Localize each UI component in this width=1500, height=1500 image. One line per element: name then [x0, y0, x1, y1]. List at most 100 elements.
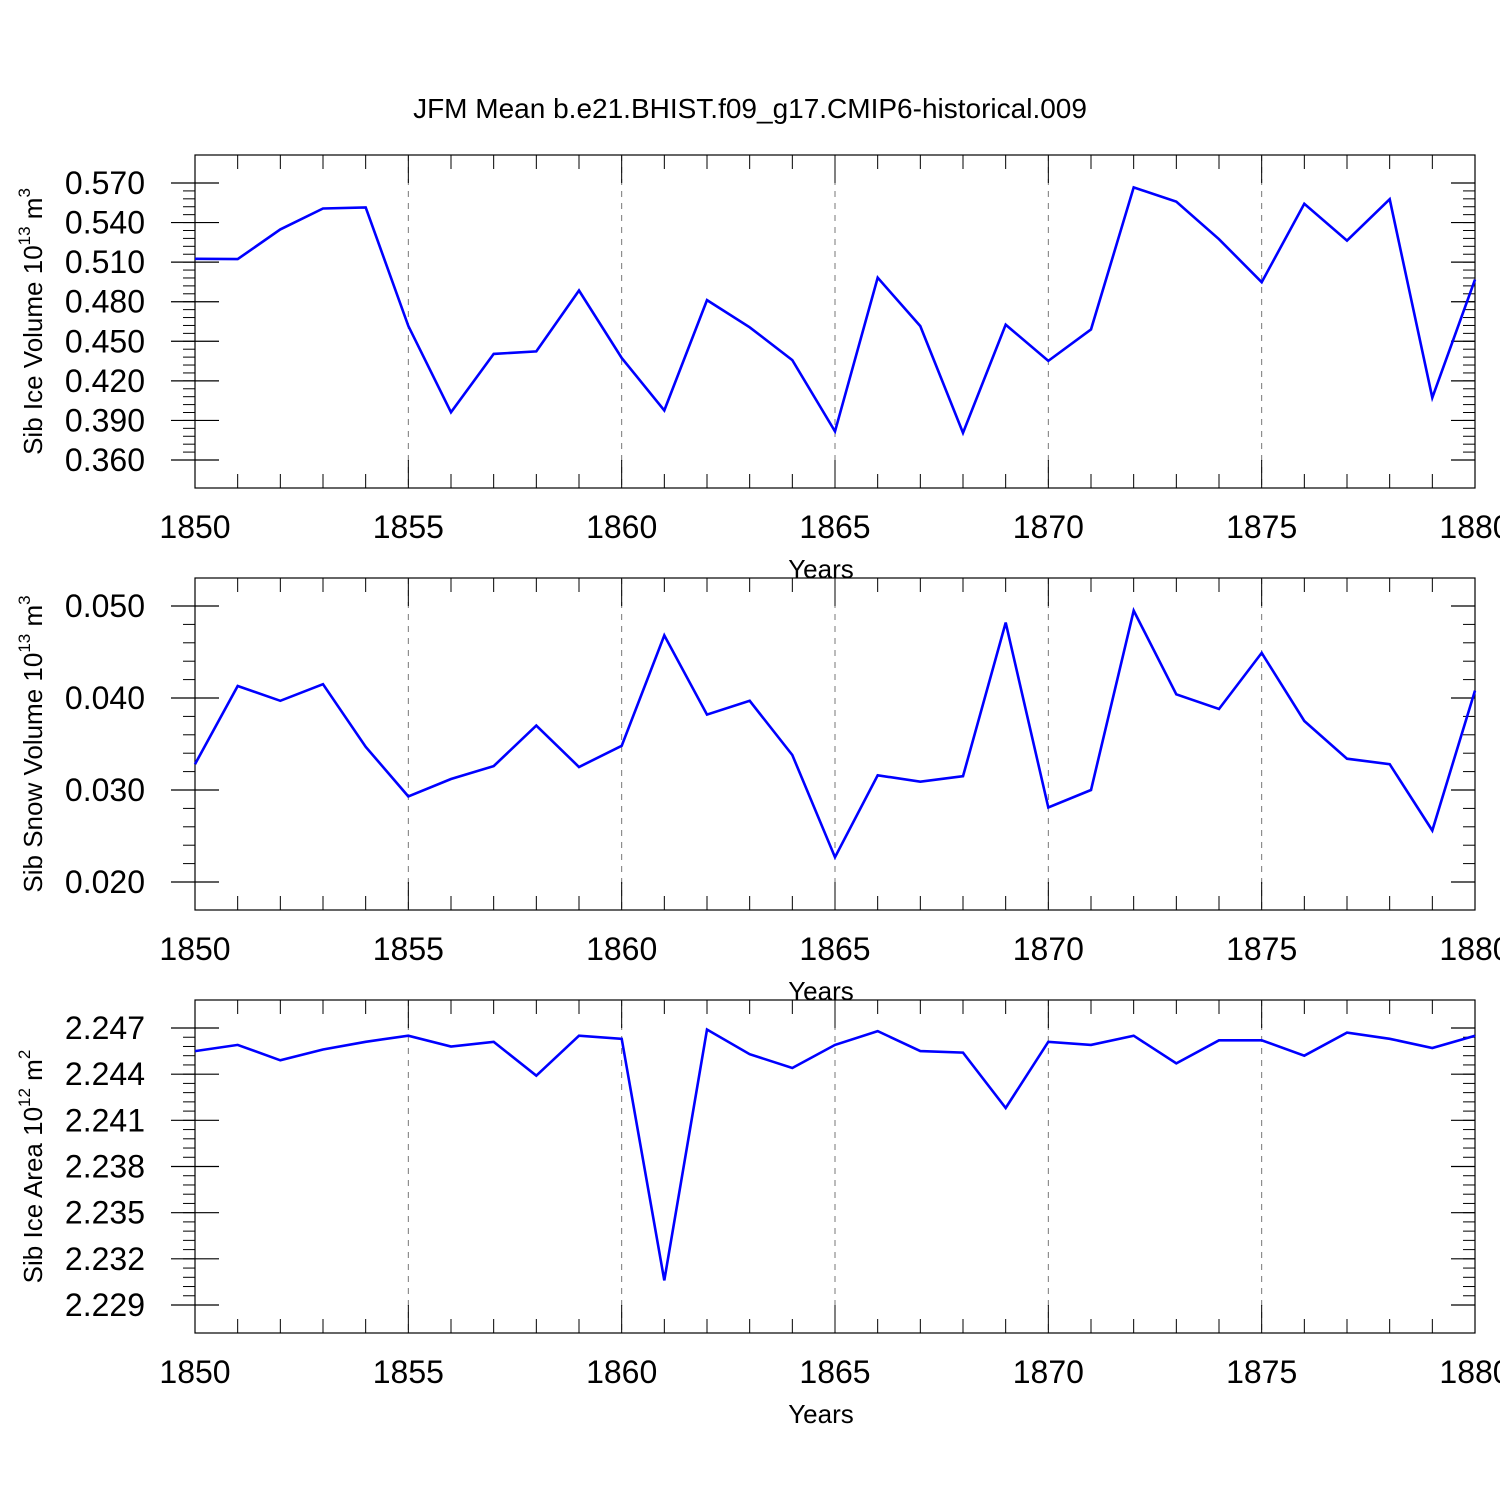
- data-point: [705, 713, 709, 717]
- data-point: [1388, 197, 1392, 201]
- data-point: [278, 227, 282, 231]
- data-point: [876, 773, 880, 777]
- data-point: [1089, 788, 1093, 792]
- data-point: [1430, 1046, 1434, 1050]
- y-tick-label: 0.480: [65, 284, 145, 320]
- panel-ice-area: 2.229 2.232 2.235 2.238 2.241 2.244 2.247 1850 1…: [15, 999, 1500, 1429]
- data-point: [620, 1037, 624, 1041]
- data-point: [1260, 280, 1264, 284]
- x-tick-label: 1865: [799, 931, 870, 967]
- x-tick-label: 1855: [373, 509, 444, 545]
- data-point: [1430, 396, 1434, 400]
- data-point: [1473, 278, 1477, 282]
- data-point: [833, 429, 837, 433]
- x-tick-label: 1870: [1013, 1354, 1084, 1390]
- data-point: [1217, 707, 1221, 711]
- y-axis-label: Sib Snow Volume 1013 m3: [15, 595, 48, 892]
- data-point: [364, 1040, 368, 1044]
- data-point: [236, 684, 240, 688]
- x-tick-label: 1850: [159, 1354, 230, 1390]
- data-point: [534, 349, 538, 353]
- x-tick-label: 1875: [1226, 1354, 1297, 1390]
- data-point: [961, 431, 965, 435]
- data-point: [449, 410, 453, 414]
- data-point: [1388, 1037, 1392, 1041]
- data-point: [1302, 202, 1306, 206]
- data-point: [1004, 1106, 1008, 1110]
- y-tick-label: 2.241: [65, 1102, 145, 1138]
- data-point: [748, 699, 752, 703]
- data-point: [790, 358, 794, 362]
- data-point: [790, 1066, 794, 1070]
- x-tick-label: 1880: [1439, 509, 1500, 545]
- data-point: [1302, 719, 1306, 723]
- data-point: [1004, 323, 1008, 327]
- y-tick-label: 0.510: [65, 244, 145, 280]
- x-tick-label: 1870: [1013, 931, 1084, 967]
- data-point: [492, 352, 496, 356]
- data-point: [705, 298, 709, 302]
- data-point: [1174, 1061, 1178, 1065]
- y-tick-label: 0.020: [65, 864, 145, 900]
- y-tick-label: 2.247: [65, 1010, 145, 1046]
- data-point: [1473, 689, 1477, 693]
- y-tick-label: 2.244: [65, 1056, 145, 1092]
- panel-snow-volume: 0.020 0.030 0.040 0.050 1850 1855 1860 1865 1870…: [15, 577, 1500, 1006]
- data-point: [406, 324, 410, 328]
- series-line-ice-volume: [194, 185, 1477, 437]
- data-point: [492, 1040, 496, 1044]
- data-point: [1430, 828, 1434, 832]
- data-point: [577, 1034, 581, 1038]
- data-point: [1132, 185, 1136, 189]
- data-point: [193, 257, 197, 261]
- x-tick-label: 1850: [159, 509, 230, 545]
- y-axis-label: Sib Ice Volume 1013 m3: [15, 188, 48, 455]
- data-point: [961, 774, 965, 778]
- x-tick-label: 1865: [799, 509, 870, 545]
- data-point: [790, 753, 794, 757]
- chart-title: JFM Mean b.e21.BHIST.f09_g17.CMIP6-histo…: [413, 93, 1087, 124]
- y-tick-label: 0.570: [65, 165, 145, 201]
- data-point: [1388, 762, 1392, 766]
- data-point: [1132, 1034, 1136, 1038]
- data-point: [193, 1049, 197, 1053]
- y-tick-label: 0.040: [65, 680, 145, 716]
- data-point: [748, 325, 752, 329]
- data-point: [705, 1028, 709, 1032]
- y-tick-label: 0.390: [65, 402, 145, 438]
- y-tick-label: 0.540: [65, 205, 145, 241]
- x-axis-label: Years: [788, 1399, 854, 1429]
- data-point: [1174, 200, 1178, 204]
- y-tick-label: 2.229: [65, 1287, 145, 1323]
- y-tick-label: 2.232: [65, 1241, 145, 1277]
- data-point: [876, 276, 880, 280]
- x-tick-label: 1860: [586, 931, 657, 967]
- data-point: [1345, 757, 1349, 761]
- x-tick-label: 1870: [1013, 509, 1084, 545]
- data-point: [1217, 237, 1221, 241]
- data-point: [406, 794, 410, 798]
- data-point: [1089, 1043, 1093, 1047]
- data-point: [662, 1278, 666, 1282]
- data-point: [1217, 1038, 1221, 1042]
- data-point: [364, 745, 368, 749]
- data-point: [833, 1043, 837, 1047]
- y-tick-label: 0.030: [65, 772, 145, 808]
- data-point: [364, 205, 368, 209]
- data-point: [321, 206, 325, 210]
- data-point: [876, 1029, 880, 1033]
- data-point: [406, 1034, 410, 1038]
- x-tick-label: 1850: [159, 931, 230, 967]
- x-tick-label: 1855: [373, 1354, 444, 1390]
- x-tick-label: 1880: [1439, 931, 1500, 967]
- data-point: [1046, 1040, 1050, 1044]
- data-point: [1046, 359, 1050, 363]
- y-axis-label: Sib Ice Area 1012 m2: [15, 1050, 48, 1284]
- data-point: [278, 699, 282, 703]
- x-tick-label: 1855: [373, 931, 444, 967]
- data-point: [620, 744, 624, 748]
- data-point: [236, 257, 240, 261]
- data-point: [321, 682, 325, 686]
- y-tick-label: 2.238: [65, 1149, 145, 1185]
